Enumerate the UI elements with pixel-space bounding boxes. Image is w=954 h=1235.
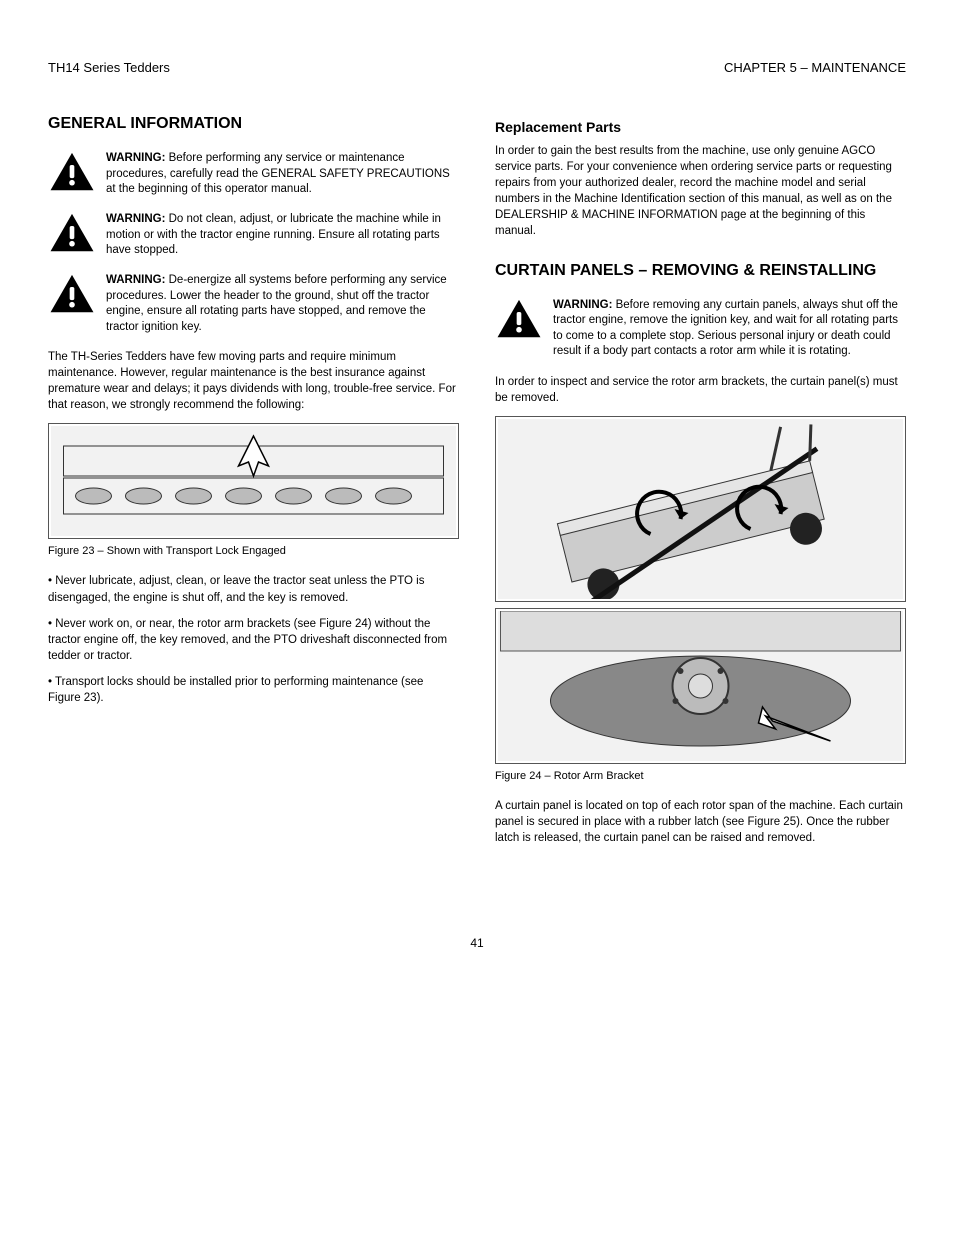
curtain-panels-title: CURTAIN PANELS – REMOVING & REINSTALLING <box>495 262 906 280</box>
warning-text-3: WARNING: De-energize all systems before … <box>106 273 459 335</box>
warning-icon <box>48 212 96 259</box>
bullet-2-text: Never work on, or near, the rotor arm br… <box>48 618 447 662</box>
intro-paragraph: The TH-Series Tedders have few moving pa… <box>48 349 459 413</box>
warning-text-curtain: WARNING: Before removing any curtain pan… <box>553 298 906 360</box>
replacement-parts-title: Replacement Parts <box>495 119 906 135</box>
figure-24-caption: Figure 24 – Rotor Arm Bracket <box>495 770 906 782</box>
bullet-3-text: Transport locks should be installed prio… <box>48 676 423 704</box>
replacement-parts-para: In order to gain the best results from t… <box>495 143 906 240</box>
warning-text-1: WARNING: Before performing any service o… <box>106 151 459 198</box>
two-column-layout: GENERAL INFORMATION WARNING: Before perf… <box>48 115 906 856</box>
warning-lead: WARNING: <box>106 152 165 164</box>
curtain-para-1: In order to inspect and service the roto… <box>495 374 906 406</box>
general-info-title: GENERAL INFORMATION <box>48 115 459 133</box>
warning-text-2: WARNING: Do not clean, adjust, or lubric… <box>106 212 459 259</box>
warning-block-2: WARNING: Do not clean, adjust, or lubric… <box>48 212 459 259</box>
page-footer: 41 <box>48 936 906 950</box>
warning-lead: WARNING: <box>106 213 165 225</box>
warning-block-1: WARNING: Before performing any service o… <box>48 151 459 198</box>
warning-block-curtain: WARNING: Before removing any curtain pan… <box>495 298 906 360</box>
figure-machine-top <box>495 416 906 602</box>
warning-icon <box>48 273 96 320</box>
figure-23-caption: Figure 23 – Shown with Transport Lock En… <box>48 545 459 557</box>
figure-23 <box>48 423 459 539</box>
bullet-2: • Never work on, or near, the rotor arm … <box>48 616 459 664</box>
figure-24 <box>495 608 906 764</box>
header-right: CHAPTER 5 – MAINTENANCE <box>724 60 906 75</box>
bullet-3: • Transport locks should be installed pr… <box>48 674 459 706</box>
warning-icon <box>495 298 543 345</box>
warning-icon <box>48 151 96 198</box>
warning-lead: WARNING: <box>553 299 612 311</box>
warning-lead: WARNING: <box>106 274 165 286</box>
header-left: TH14 Series Tedders <box>48 60 170 75</box>
right-column: Replacement Parts In order to gain the b… <box>495 115 906 856</box>
curtain-para-2: A curtain panel is located on top of eac… <box>495 798 906 846</box>
bullet-1: • Never lubricate, adjust, clean, or lea… <box>48 573 459 605</box>
page-header: TH14 Series Tedders CHAPTER 5 – MAINTENA… <box>48 60 906 75</box>
bullet-1-text: Never lubricate, adjust, clean, or leave… <box>48 575 424 603</box>
left-column: GENERAL INFORMATION WARNING: Before perf… <box>48 115 459 856</box>
warning-block-3: WARNING: De-energize all systems before … <box>48 273 459 335</box>
